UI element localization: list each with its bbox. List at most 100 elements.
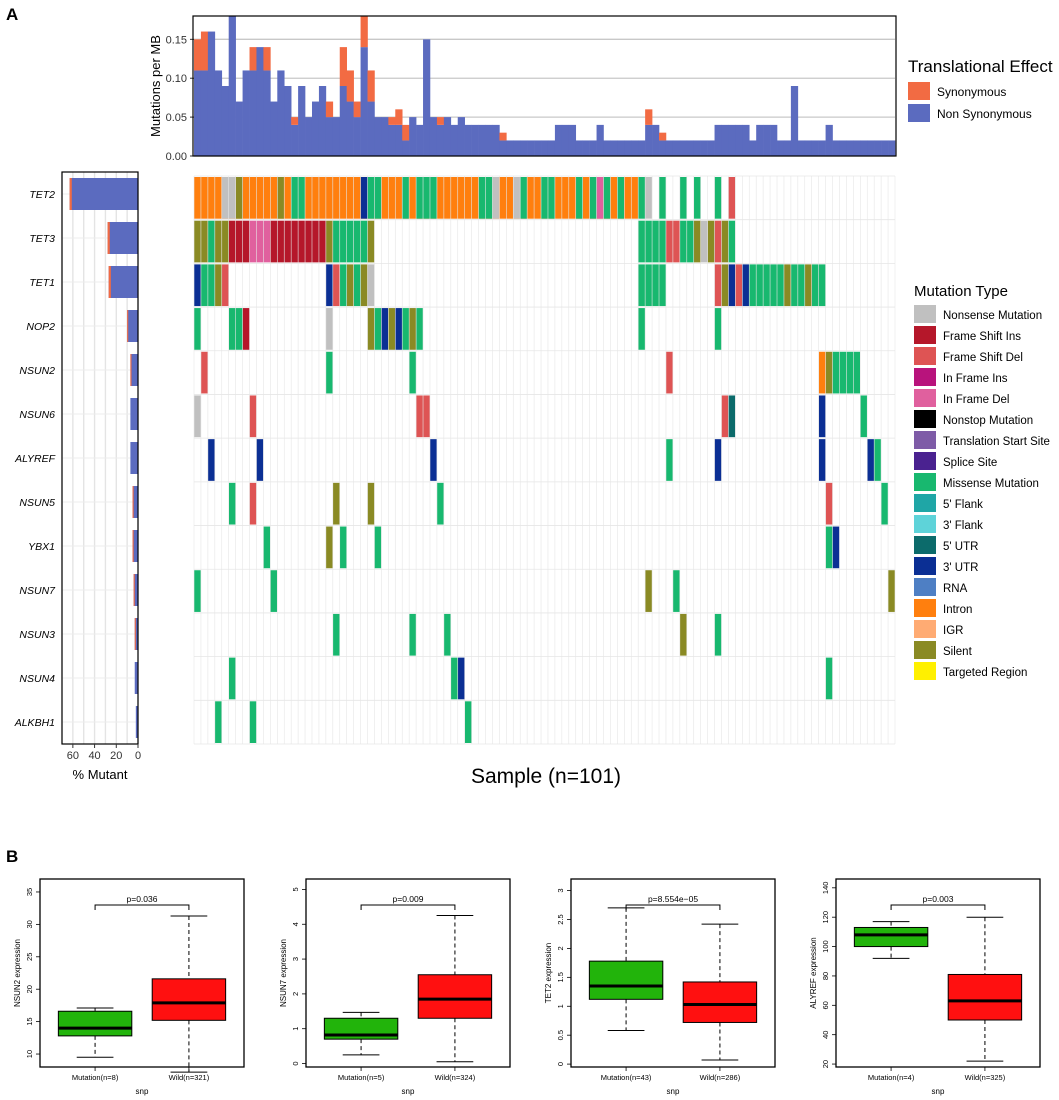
tmb-bar-non-synonymous: [305, 117, 313, 156]
oncoplot-cell: [249, 395, 257, 438]
oncoplot-cell: [818, 395, 826, 438]
tmb-bar-non-synonymous: [464, 124, 472, 156]
oncoplot-cell: [638, 177, 646, 219]
boxplot-y-tick-label: 2: [291, 992, 300, 996]
oncoplot-cell: [638, 308, 646, 350]
oncoplot-cell: [478, 177, 486, 219]
mutation-type-label: Intron: [943, 604, 972, 616]
boxplot-nsun2: 10 15 20 25 30 35 NSUN2 expression Mutation(n=8…: [13, 878, 245, 1096]
boxplot-category-label: Wild(n=321): [169, 1073, 210, 1082]
mutation-type-label: 5' UTR: [943, 541, 978, 553]
oncoplot-cell: [541, 177, 548, 219]
boxplot-x-label: snp: [932, 1087, 945, 1096]
oncoplot-cell: [332, 482, 340, 525]
boxplot-box: [947, 973, 1023, 1021]
tmb-y-tick-label: 0.05: [166, 112, 187, 124]
oncoplot-cell: [360, 264, 368, 307]
oncoplot-cell: [818, 264, 826, 307]
tmb-bar-non-synonymous: [478, 124, 486, 156]
oncoplot-matrix: [193, 175, 896, 745]
pct-bar: [132, 530, 138, 562]
tmb-bar-non-synonymous: [416, 124, 424, 156]
gene-label: NSUN5: [19, 497, 55, 509]
oncoplot-cell: [194, 264, 201, 307]
oncoplot-cell: [374, 308, 382, 350]
oncoplot-cell: [596, 177, 604, 219]
oncoplot-cell: [228, 657, 236, 700]
gene-label: NSUN7: [19, 585, 56, 597]
oncoplot-cell: [714, 439, 722, 481]
tmb-bar-synonymous: [360, 16, 368, 48]
mutation-type-swatch: [914, 389, 936, 407]
boxplot-box: [588, 960, 664, 1000]
oncoplot-cell: [346, 264, 354, 307]
tmb-bar-non-synonymous: [506, 140, 514, 156]
oncoplot-cell: [714, 264, 722, 307]
oncoplot-cell: [742, 264, 750, 307]
tmb-bar-synonymous: [249, 47, 257, 71]
mutation-type-swatch: [914, 431, 936, 449]
p-value-label: p=0.036: [127, 894, 158, 904]
tmb-bar-non-synonymous: [874, 140, 882, 156]
pct-bar: [69, 178, 138, 210]
tmb-bar-non-synonymous: [353, 117, 361, 156]
tmb-bar-non-synonymous: [728, 124, 736, 156]
boxplot-frame: [39, 878, 245, 1068]
mutation-type-swatch: [914, 326, 936, 344]
oncoplot-cell: [235, 177, 243, 219]
tmb-bar-synonymous: [659, 132, 667, 141]
pct-bar: [130, 398, 138, 430]
gene-label: TET3: [29, 233, 55, 245]
oncoplot-cell: [339, 264, 347, 307]
pct-bar: [133, 574, 138, 606]
tmb-bar-non-synonymous: [617, 140, 625, 156]
boxplot-y-tick-label: 35: [25, 888, 34, 896]
tmb-bar-non-synonymous: [318, 86, 327, 156]
tmb-bar-synonymous: [436, 117, 445, 125]
boxplot-y-tick-label: 1: [291, 1027, 300, 1031]
boxplot-y-tick-label: 10: [25, 1050, 34, 1058]
oncoplot-cell: [735, 264, 743, 307]
boxplot-y-label: TET2 expression: [544, 943, 553, 1003]
tmb-bar-non-synonymous: [381, 117, 389, 156]
mutation-type-label: Nonstop Mutation: [943, 415, 1033, 427]
oncoplot-cell: [228, 177, 236, 219]
boxplot-category-label: Wild(n=324): [435, 1073, 476, 1082]
oncoplot-cell: [194, 570, 201, 612]
gene-label: NSUN6: [19, 409, 55, 421]
tmb-bar-non-synonymous: [603, 140, 611, 156]
tmb-bar-non-synonymous: [471, 124, 479, 156]
boxplot-y-tick-label: 20: [821, 1060, 830, 1068]
oncoplot-cell: [797, 264, 805, 307]
oncoplot-cell: [325, 308, 333, 350]
pct-bar-synonymous: [108, 266, 111, 298]
translational-effect-legend-title: Translational Effect: [908, 57, 1053, 76]
pct-bar: [134, 662, 138, 694]
tmb-bar-non-synonymous: [860, 140, 868, 156]
tmb-bar-non-synonymous: [582, 140, 590, 156]
oncoplot-cell: [374, 526, 382, 569]
tmb-bar-non-synonymous: [707, 140, 715, 156]
oncoplot-cell: [249, 701, 257, 743]
pct-x-tick-label: 0: [135, 750, 141, 762]
tmb-bar-non-synonymous: [325, 117, 334, 156]
tmb-bar-non-synonymous: [270, 101, 278, 156]
oncoplot-cell: [325, 526, 333, 569]
tmb-y-tick-label: 0.15: [166, 34, 187, 46]
oncoplot-cell: [825, 351, 833, 394]
oncoplot-cell: [436, 482, 444, 525]
oncoplot-cell: [395, 308, 403, 350]
tmb-y-tick-label: 0.10: [166, 73, 187, 85]
oncoplot-cell: [575, 177, 583, 219]
pct-bar-synonymous: [133, 574, 135, 606]
tmb-bar-synonymous: [388, 117, 396, 125]
pct-bar-synonymous: [134, 618, 136, 650]
tmb-bar-non-synonymous: [291, 124, 299, 156]
boxplot-frame: [570, 878, 776, 1068]
boxplot-y-tick-label: 3: [556, 888, 565, 892]
oncoplot-cell: [194, 395, 201, 438]
tmb-bar-non-synonymous: [298, 86, 306, 156]
gene-label: NSUN4: [19, 673, 55, 685]
tmb-bar-non-synonymous: [659, 140, 667, 156]
tmb-bar-non-synonymous: [214, 70, 223, 156]
